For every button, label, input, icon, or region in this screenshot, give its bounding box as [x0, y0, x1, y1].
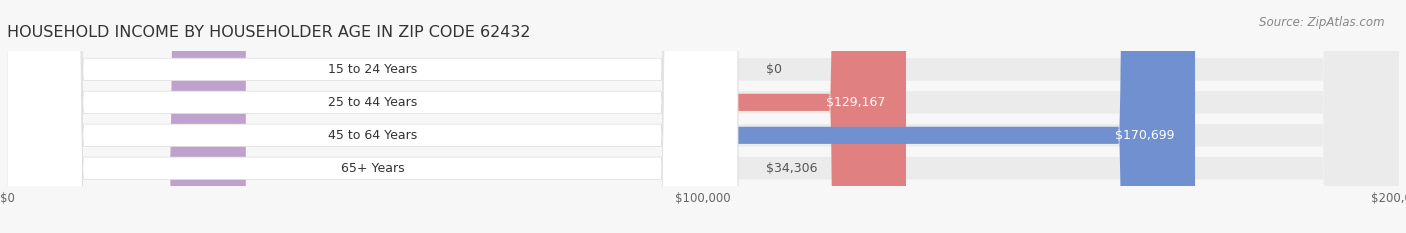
FancyBboxPatch shape	[7, 0, 738, 233]
Text: 15 to 24 Years: 15 to 24 Years	[328, 63, 418, 76]
Text: $0: $0	[766, 63, 782, 76]
Text: 65+ Years: 65+ Years	[340, 162, 405, 175]
Text: $129,167: $129,167	[825, 96, 886, 109]
FancyBboxPatch shape	[7, 0, 1195, 233]
Text: 45 to 64 Years: 45 to 64 Years	[328, 129, 418, 142]
Text: HOUSEHOLD INCOME BY HOUSEHOLDER AGE IN ZIP CODE 62432: HOUSEHOLD INCOME BY HOUSEHOLDER AGE IN Z…	[7, 25, 530, 41]
FancyBboxPatch shape	[7, 0, 1399, 233]
FancyBboxPatch shape	[7, 0, 1399, 233]
FancyBboxPatch shape	[7, 0, 1399, 233]
Text: Source: ZipAtlas.com: Source: ZipAtlas.com	[1260, 16, 1385, 29]
FancyBboxPatch shape	[7, 0, 738, 233]
Text: $34,306: $34,306	[766, 162, 817, 175]
FancyBboxPatch shape	[7, 0, 738, 233]
FancyBboxPatch shape	[7, 0, 905, 233]
FancyBboxPatch shape	[7, 0, 738, 233]
FancyBboxPatch shape	[7, 0, 1399, 233]
Text: 25 to 44 Years: 25 to 44 Years	[328, 96, 418, 109]
FancyBboxPatch shape	[7, 0, 246, 233]
Text: $170,699: $170,699	[1115, 129, 1174, 142]
